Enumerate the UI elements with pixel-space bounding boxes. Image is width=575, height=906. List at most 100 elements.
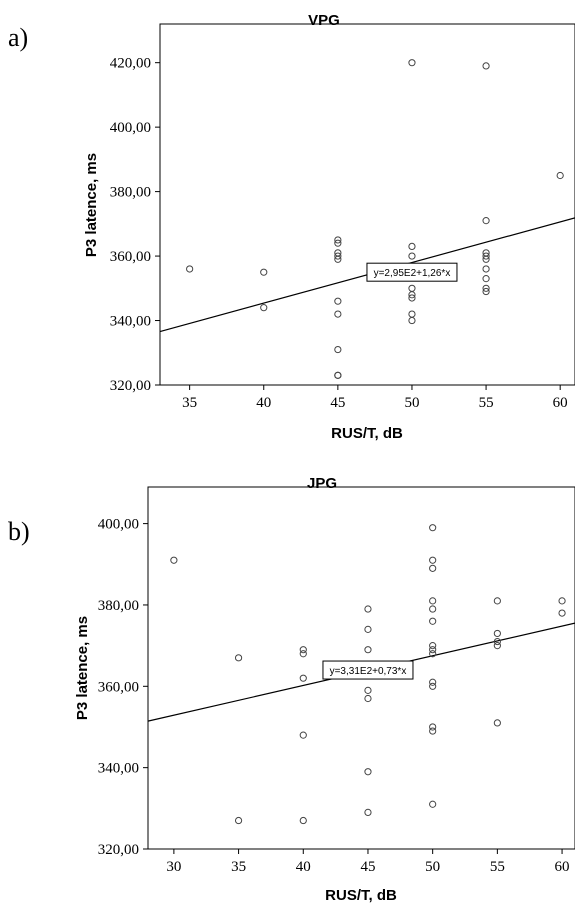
y-axis-label: P3 latence, ms [74,616,91,720]
data-point [408,310,416,318]
y-tick-label: 380,00 [98,598,139,614]
x-tick-label: 30 [166,859,181,875]
data-point [429,617,437,625]
data-point [482,287,490,296]
data-point [234,654,243,662]
y-tick-label: 380,00 [110,185,151,201]
plot-frame [147,486,575,850]
data-point [429,723,437,731]
x-tick-label: 60 [553,395,568,411]
data-point [186,265,194,273]
data-point [429,800,437,808]
x-tick-label: 35 [231,859,246,875]
data-point [408,242,416,251]
x-axis-label: RUS/T, dB [325,887,397,904]
x-tick-label: 55 [479,395,494,411]
data-point [234,816,243,825]
data-point [429,597,437,605]
data-point [429,646,437,654]
y-axis-label: P3 latence, ms [83,153,100,257]
data-point [493,719,501,727]
data-point [334,310,342,318]
data-point [482,255,490,263]
data-point [429,682,437,690]
data-point [334,255,342,263]
data-point [408,294,416,302]
plot-frame [159,23,575,386]
equation-label: y=2,95E2+1,26*x [374,268,451,279]
data-point [408,284,416,292]
data-point [482,252,490,260]
axis-ticks: 35 40 45 50 55 60 320,00 340,00 360,00 380,00 400,… [110,56,568,411]
data-point [260,268,268,276]
x-tick-label: 50 [425,859,440,875]
data-point [408,252,416,260]
data-point [299,731,307,739]
data-point [429,605,437,613]
data-point [482,217,490,225]
data-point [429,727,437,735]
y-tick-label: 400,00 [110,120,151,136]
data-point [364,625,372,633]
chart-title: JPG [307,475,337,492]
data-point [364,605,372,613]
x-tick-label: 40 [256,395,271,411]
equation-box [366,262,458,282]
y-tick-label: 340,00 [98,761,139,777]
y-tick-label: 360,00 [110,249,151,265]
data-point [558,597,566,605]
fit-equation: y=2,95E2+1,26*x [366,262,458,282]
data-point [299,816,307,825]
panel-label: a) [8,23,28,52]
data-point [408,316,416,325]
data-point [364,768,372,776]
data-point [408,59,416,67]
data-point [482,62,490,70]
data-points [170,524,566,825]
y-tick-label: 320,00 [98,842,139,858]
data-point [299,674,307,682]
x-tick-label: 45 [330,395,345,411]
chart-panel-a: a) VPG P3 latence, ms RUS/T, dB 35 40 45 50… [8,12,575,442]
equation-label: y=3,31E2+0,73*x [330,666,407,677]
data-point [334,252,342,260]
data-point [482,265,490,273]
x-tick-label: 55 [490,859,505,875]
x-tick-label: 50 [404,395,419,411]
data-point [429,556,437,564]
chart-title: VPG [308,12,340,29]
panel-label: b) [8,517,30,546]
data-point [493,642,501,650]
axis-ticks: 30 35 40 45 50 55 60 320,00 340,00 360,00 380,00 40… [98,517,570,875]
y-tick-label: 360,00 [98,679,139,695]
x-axis-label: RUS/T, dB [331,425,403,442]
y-tick-label: 400,00 [98,517,139,533]
x-tick-label: 45 [360,859,375,875]
x-tick-label: 40 [296,859,311,875]
data-point [429,678,437,686]
data-point [334,371,342,379]
data-point [429,642,437,650]
data-point [482,284,490,292]
data-point [299,650,307,658]
data-point [558,609,566,617]
data-point [364,686,372,694]
data-point [364,646,372,654]
data-point [260,304,268,312]
data-point [429,650,437,658]
data-point [429,524,437,532]
data-point [334,239,342,247]
data-point [429,564,437,572]
fit-equation: y=3,31E2+0,73*x [322,660,414,680]
y-tick-label: 320,00 [110,378,151,394]
data-point [299,646,307,654]
chart-panel-b: b) JPG P3 latence, ms RUS/T, dB 30 35 40 45… [8,475,575,904]
data-point [334,297,342,305]
y-tick-label: 420,00 [110,56,151,72]
data-point [334,236,342,244]
data-point [493,629,501,638]
x-tick-label: 60 [555,859,570,875]
data-point [334,345,342,354]
data-point [493,637,501,646]
data-point [408,291,416,299]
